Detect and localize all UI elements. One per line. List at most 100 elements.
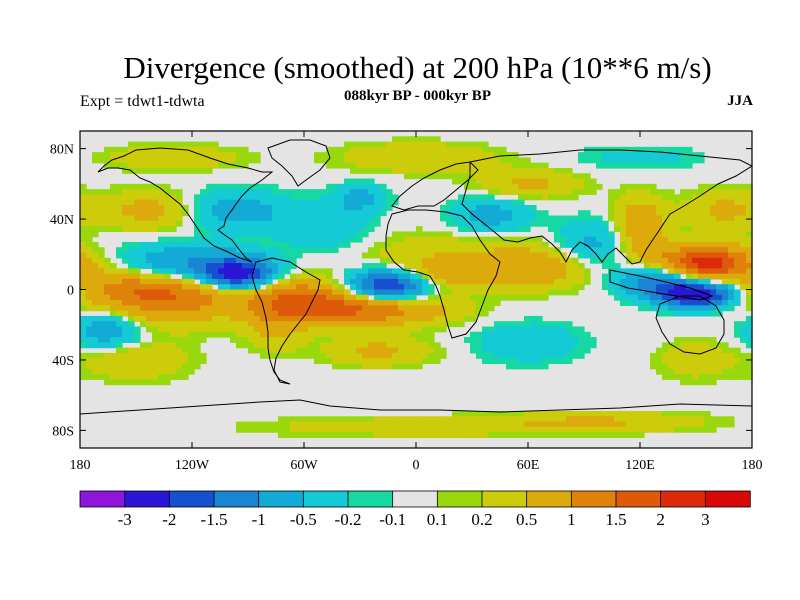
field-cell [176, 315, 183, 322]
field-cell [440, 300, 447, 306]
field-cell [194, 337, 201, 343]
field-cell [302, 337, 309, 343]
field-cell [98, 342, 105, 349]
field-cell [656, 278, 663, 285]
field-cell [236, 236, 243, 243]
field-cell [500, 416, 507, 423]
field-cell [566, 321, 573, 328]
field-cell [728, 263, 735, 269]
field-cell [80, 337, 87, 343]
field-cell [680, 236, 687, 243]
field-cell [338, 241, 345, 248]
field-cell [452, 421, 459, 428]
field-cell [614, 416, 621, 423]
field-cell [308, 342, 315, 349]
field-cell [578, 352, 585, 359]
field-cell [188, 152, 195, 159]
field-cell [146, 305, 153, 312]
field-cell [626, 416, 633, 423]
field-cell [248, 337, 255, 343]
field-cell [158, 268, 165, 275]
field-cell [494, 416, 501, 423]
field-cell [302, 204, 309, 211]
field-cell [302, 189, 309, 195]
field-cell [644, 247, 651, 254]
field-cell [428, 331, 435, 338]
field-cell [98, 294, 105, 301]
field-cell [506, 268, 513, 275]
field-cell [248, 326, 255, 333]
field-cell [464, 157, 471, 164]
field-cell [542, 432, 549, 439]
field-cell [314, 241, 321, 248]
field-cell [200, 215, 207, 222]
field-cell [494, 421, 501, 428]
field-cell [374, 310, 381, 317]
field-cell [452, 263, 459, 269]
field-cell [92, 294, 99, 301]
field-cell [530, 210, 537, 217]
field-cell [80, 220, 87, 227]
field-cell [362, 141, 369, 148]
field-cell [734, 321, 741, 328]
field-cell [254, 157, 261, 164]
field-cell [212, 152, 219, 159]
field-cell [596, 236, 603, 243]
field-cell [458, 284, 465, 291]
field-cell [686, 194, 693, 201]
field-cell [440, 432, 447, 439]
field-cell [122, 215, 129, 222]
field-cell [350, 426, 357, 433]
field-cell [176, 204, 183, 211]
field-cell [542, 247, 549, 254]
field-cell [350, 284, 357, 291]
field-cell [560, 226, 567, 232]
field-cell [146, 247, 153, 254]
field-cell [710, 300, 717, 306]
field-cell [374, 421, 381, 428]
field-cell [182, 300, 189, 306]
field-cell [638, 284, 645, 291]
field-cell [554, 173, 561, 180]
field-cell [470, 210, 477, 217]
field-cell [458, 146, 465, 153]
field-cell [548, 247, 555, 254]
field-cell [206, 294, 213, 301]
field-cell [710, 294, 717, 301]
field-cell [680, 220, 687, 227]
field-cell [506, 178, 513, 185]
field-cell [338, 421, 345, 428]
field-cell [560, 421, 567, 428]
field-cell [158, 157, 165, 164]
field-cell [560, 236, 567, 243]
field-cell [578, 284, 585, 291]
field-cell [416, 315, 423, 322]
field-cell [230, 331, 237, 338]
field-cell [524, 268, 531, 275]
field-cell [344, 352, 351, 359]
field-cell [656, 268, 663, 275]
field-cell [650, 220, 657, 227]
field-cell [494, 257, 501, 264]
field-cell [218, 294, 225, 301]
field-cell [170, 268, 177, 275]
field-cell [650, 199, 657, 206]
field-cell [488, 178, 495, 185]
field-cell [266, 241, 273, 248]
field-cell [116, 326, 123, 333]
field-cell [740, 210, 747, 217]
field-cell [584, 189, 591, 195]
field-cell [80, 284, 87, 291]
field-cell [458, 305, 465, 312]
field-cell [512, 173, 519, 180]
field-cell [734, 231, 741, 238]
field-cell [128, 194, 135, 201]
field-cell [392, 363, 399, 370]
field-cell [206, 157, 213, 164]
field-cell [494, 241, 501, 248]
field-cell [500, 220, 507, 227]
field-cell [470, 141, 477, 148]
field-cell [116, 210, 123, 217]
field-cell [284, 321, 291, 328]
field-cell [218, 263, 225, 269]
